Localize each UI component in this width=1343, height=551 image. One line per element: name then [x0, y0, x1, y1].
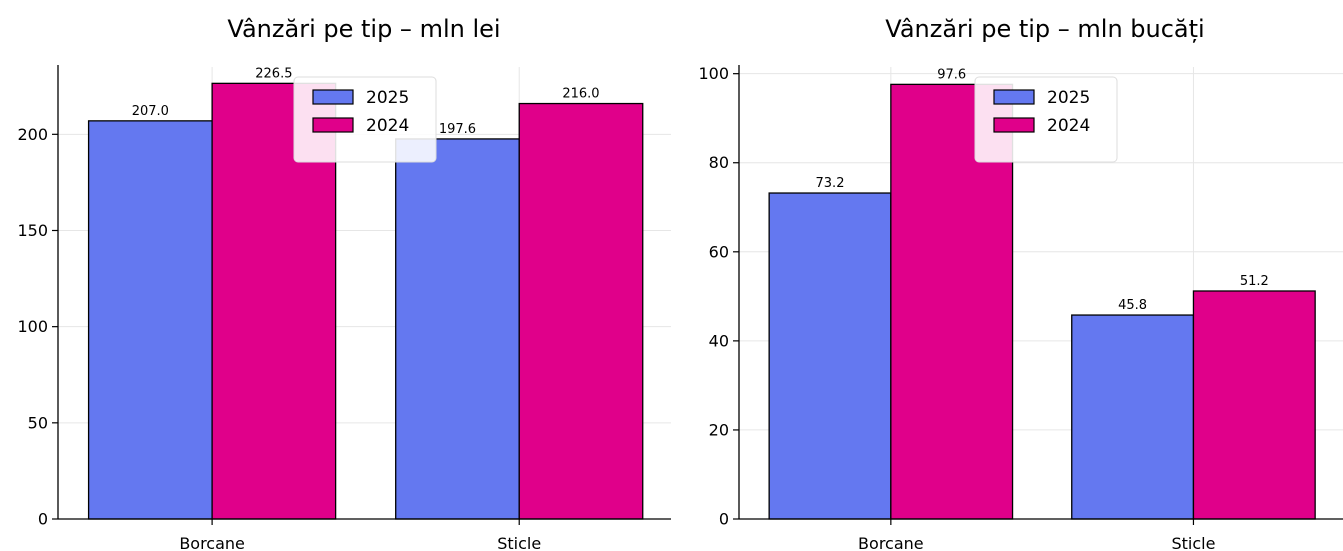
- bar-2025-borcane: [768, 192, 892, 520]
- value-label: 207.0: [132, 104, 169, 119]
- x-tick-label: Sticle: [1171, 534, 1215, 551]
- y-tick-label: 50: [28, 413, 48, 432]
- legend-label-2025: 2025: [366, 88, 409, 108]
- value-label: 197.6: [439, 122, 476, 137]
- chart-title: Vânzări pe tip – mln lei: [227, 15, 500, 43]
- x-tick-label: Borcane: [179, 534, 245, 551]
- y-tick-label: 0: [38, 510, 48, 529]
- value-label: 97.6: [937, 67, 966, 82]
- y-tick-label: 200: [17, 125, 48, 144]
- bar-2025-sticle: [395, 138, 520, 520]
- bar-2025-sticle: [1071, 314, 1195, 520]
- legend-label-2025: 2025: [1047, 88, 1090, 108]
- chart-title: Vânzări pe tip – mln bucăți: [885, 15, 1204, 43]
- y-tick-label: 40: [709, 331, 729, 350]
- value-label: 51.2: [1240, 274, 1269, 289]
- y-tick-label: 100: [698, 64, 729, 83]
- legend-swatch-2024: [993, 117, 1035, 133]
- bar-2024-sticle: [1192, 290, 1316, 520]
- y-tick-label: 20: [709, 420, 729, 439]
- bar-2024-sticle: [518, 102, 644, 520]
- y-tick-label: 100: [17, 317, 48, 336]
- y-tick-label: 150: [17, 221, 48, 240]
- value-label: 45.8: [1118, 298, 1147, 313]
- chart-1: Vânzări pe tip – mln lei 0 50 100 150 200 207.…: [17, 15, 671, 551]
- y-tick-label: 0: [719, 510, 729, 529]
- legend-swatch-2024: [312, 117, 354, 133]
- bar-2025-borcane: [87, 120, 213, 520]
- value-label: 73.2: [816, 176, 845, 191]
- legend-swatch-2025: [993, 89, 1035, 105]
- y-tick-label: 60: [709, 242, 729, 261]
- y-tick-label: 80: [709, 153, 729, 172]
- legend: 2025 2024: [974, 76, 1118, 163]
- chart-2: Vânzări pe tip – mln bucăți 0 20 40 60 80 100 7…: [698, 15, 1343, 551]
- legend-label-2024: 2024: [366, 116, 409, 136]
- legend-swatch-2025: [312, 89, 354, 105]
- x-tick-label: Borcane: [858, 534, 924, 551]
- legend-label-2024: 2024: [1047, 116, 1090, 136]
- x-tick-label: Sticle: [497, 534, 541, 551]
- value-label: 226.5: [255, 66, 292, 81]
- legend: 2025 2024: [293, 76, 437, 163]
- value-label: 216.0: [562, 87, 599, 102]
